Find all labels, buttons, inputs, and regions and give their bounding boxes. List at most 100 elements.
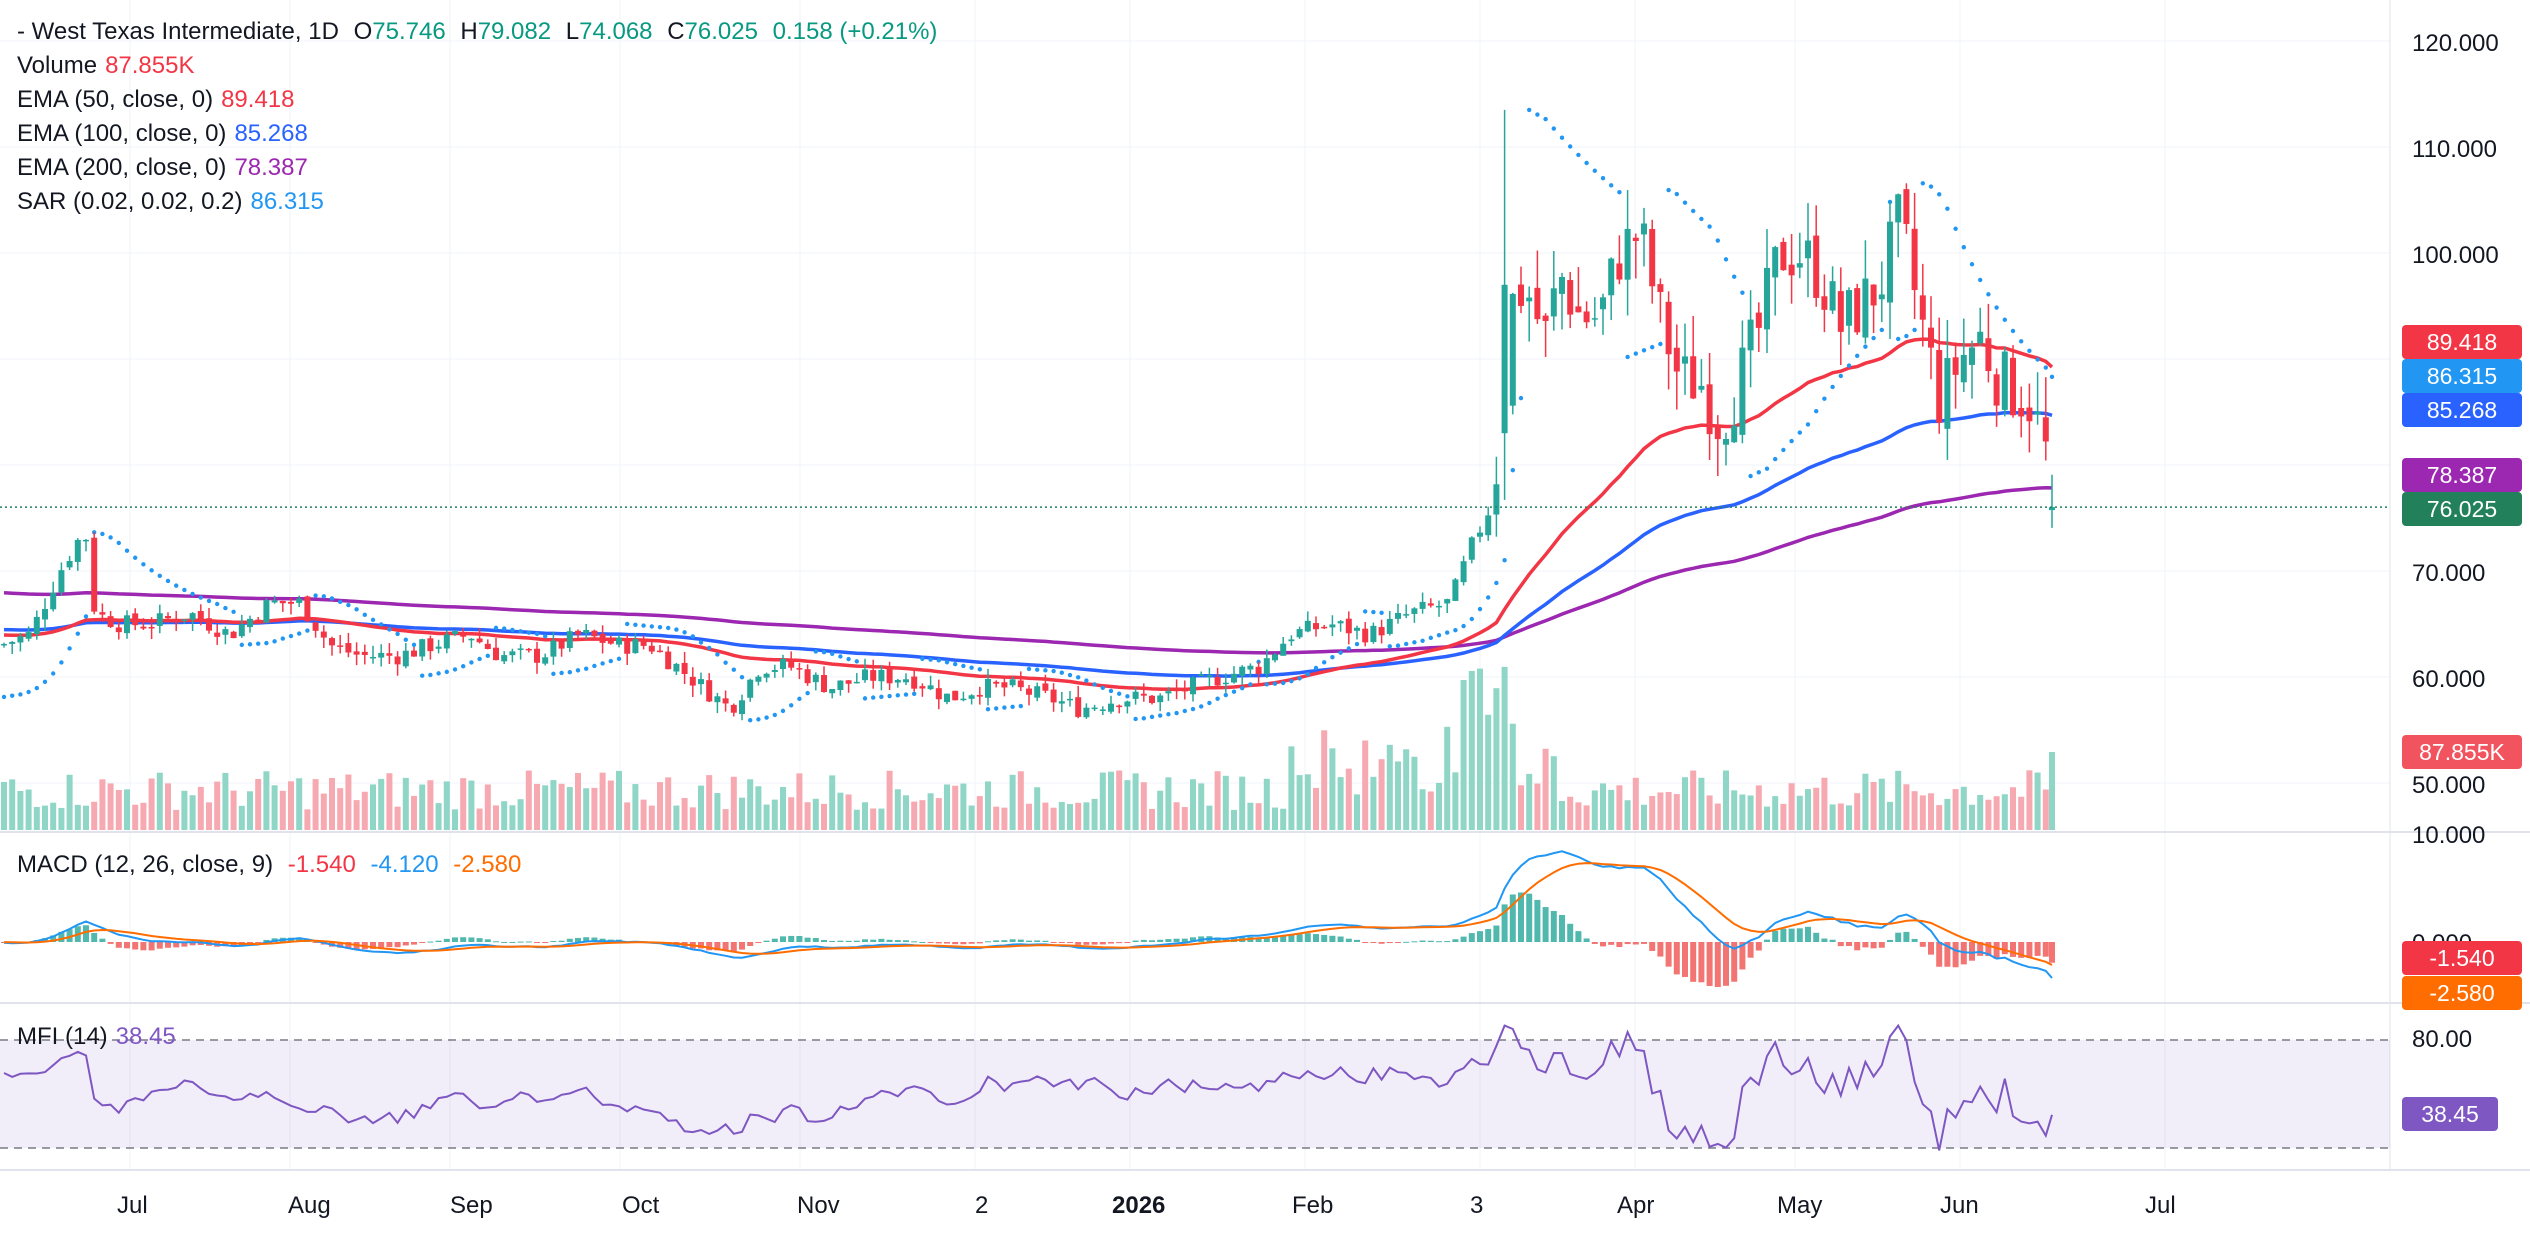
sar-dot <box>1576 152 1581 158</box>
macd-hist-bar <box>1944 942 1951 967</box>
volume-bar <box>534 783 540 830</box>
candle-body <box>197 611 204 620</box>
sar-dot <box>534 631 540 637</box>
macd-hist-bar <box>1854 942 1861 951</box>
ema200-line <box>3 485 2053 655</box>
sar-dot <box>1584 160 1589 166</box>
volume-bar <box>1829 804 1836 830</box>
sar-dot <box>1830 384 1835 390</box>
sar-dot <box>1617 190 1622 195</box>
candle-body <box>722 698 729 704</box>
volume-bar <box>1887 801 1893 830</box>
macd-hist-bar <box>1788 928 1795 942</box>
volume-bar <box>1682 777 1688 830</box>
macd-hist-bar <box>1272 936 1278 942</box>
macd-hist-bar <box>181 942 188 947</box>
macd-hist-bar <box>1969 942 1975 961</box>
candle-body <box>132 613 139 626</box>
macd-hist-bar <box>1354 939 1360 942</box>
volume-bar <box>1231 809 1237 830</box>
sar-dot <box>1231 689 1237 694</box>
sar-dot <box>1699 216 1704 222</box>
sar-dot <box>715 652 720 657</box>
candle-body <box>944 693 950 703</box>
candle-body <box>1600 297 1606 310</box>
sar-dot <box>83 614 89 619</box>
macd-hist-bar <box>1116 942 1123 944</box>
macd-hist-bar <box>419 942 426 943</box>
macd-hist-bar <box>493 941 499 943</box>
sar-dot <box>2010 328 2016 334</box>
candle-body <box>919 686 926 689</box>
candle-body <box>607 640 614 644</box>
volume-bar <box>1936 805 1943 830</box>
candle-body <box>2034 411 2041 415</box>
volume-bar <box>919 800 926 830</box>
macd-hist-bar <box>1009 939 1016 942</box>
candle-body <box>271 600 278 603</box>
candle-body <box>1477 532 1483 537</box>
macd-hist-bar <box>1731 942 1738 982</box>
candle-body <box>1493 484 1500 515</box>
sar-dot <box>592 663 597 669</box>
sar-dot <box>608 658 613 664</box>
volume-bar <box>148 778 155 830</box>
sar-dot <box>477 656 482 662</box>
sar-dot <box>666 625 671 631</box>
candle-body <box>1747 319 1754 351</box>
volume-bar <box>255 779 262 830</box>
macd-hist-bar <box>2042 942 2049 957</box>
volume-bar <box>886 770 893 830</box>
macd-hist-bar <box>91 932 98 942</box>
volume-bar <box>222 772 229 830</box>
sar-dot <box>264 640 269 646</box>
candle-body <box>493 647 499 661</box>
sar-dot <box>26 689 31 695</box>
candle-body <box>681 662 688 674</box>
sar-dot <box>1215 696 1220 701</box>
macd-hist-bar <box>796 935 803 942</box>
macd-hist-bar <box>722 942 729 951</box>
sar-dot <box>1469 616 1475 622</box>
candle-body <box>17 636 24 643</box>
macd-hist-bar <box>1395 942 1401 943</box>
candle-body <box>1304 620 1311 632</box>
macd-hist-bar <box>312 942 319 943</box>
macd-hist-bar <box>1304 933 1311 942</box>
candle-body <box>1657 284 1664 293</box>
volume-bar <box>1821 777 1828 830</box>
candle-body <box>296 598 303 603</box>
volume-legend: Volume 87.855K <box>17 52 202 80</box>
candle-body <box>1698 385 1705 390</box>
candle-body <box>1001 682 1008 688</box>
candle-body <box>1846 290 1852 326</box>
candle-body <box>968 695 975 699</box>
sar-dot <box>739 674 745 680</box>
candle-body <box>279 600 286 604</box>
sar-dot <box>723 660 728 665</box>
candle-body <box>1985 338 1992 372</box>
candle-body <box>829 688 836 694</box>
candle-body <box>1780 241 1787 271</box>
sar-dot <box>895 693 900 698</box>
candle-body <box>91 537 98 612</box>
volume-bar <box>312 779 319 830</box>
candle-body <box>1337 621 1344 624</box>
sar-dot <box>1732 274 1737 279</box>
sar-dot <box>198 595 203 600</box>
macd-hist-bar <box>1108 942 1114 944</box>
macd-hist-bar <box>156 942 163 949</box>
candle-body <box>706 680 713 702</box>
sar-dot <box>551 671 556 677</box>
volume-bar <box>714 793 721 830</box>
sar-dot <box>748 718 753 723</box>
sar-dot <box>1855 353 1860 358</box>
macd-hist-bar <box>386 942 393 948</box>
sar-dot <box>1969 262 1975 267</box>
volume-bar <box>730 776 737 830</box>
macd-hist-bar <box>894 940 901 942</box>
volume-bar <box>124 789 130 830</box>
sar-dot <box>1904 333 1909 339</box>
volume-bar <box>1731 790 1738 830</box>
